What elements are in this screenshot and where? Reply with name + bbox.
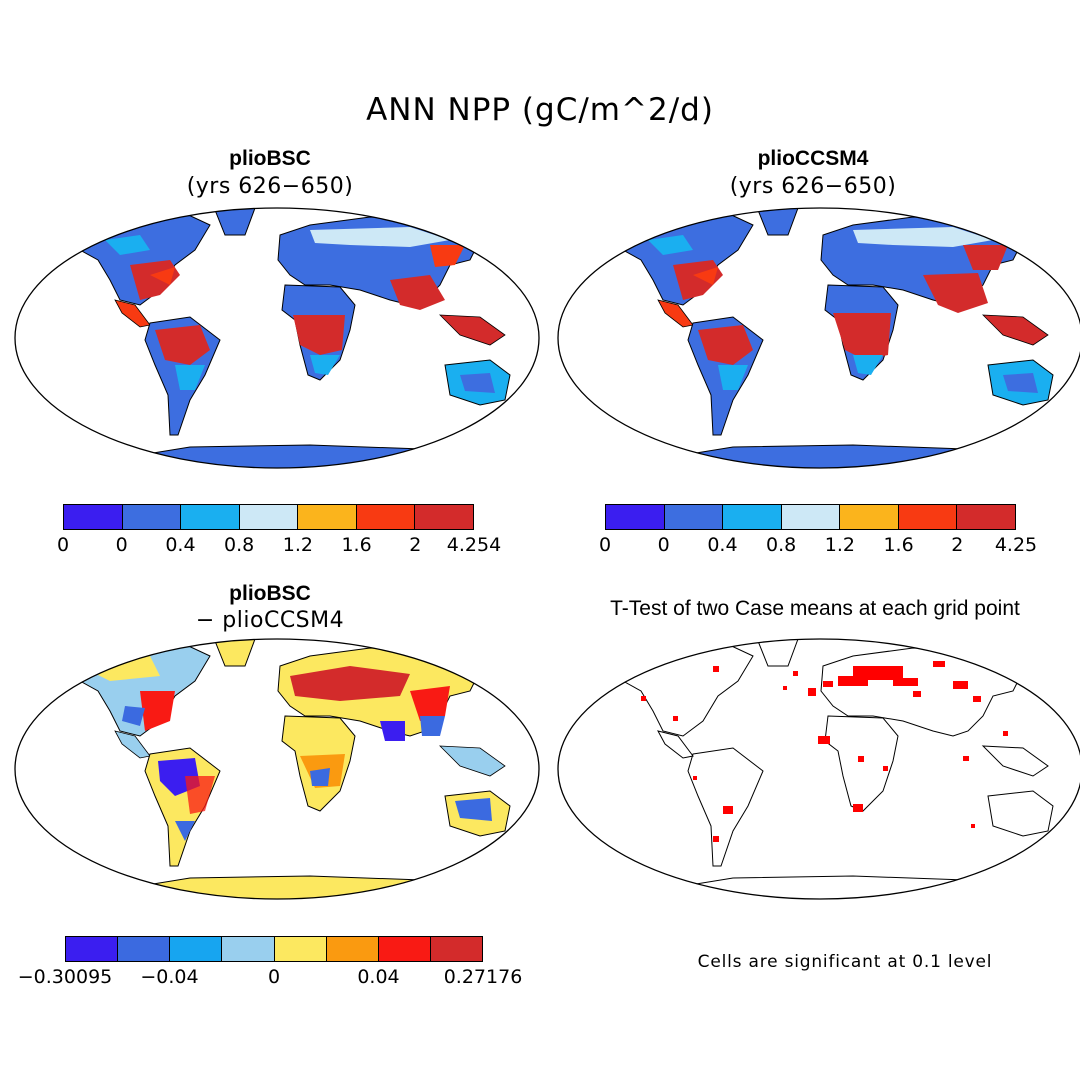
colorbar-swatch (898, 505, 958, 529)
colorbar-swatch (415, 505, 474, 529)
colorbar-swatch (222, 937, 275, 961)
map-ttest (557, 638, 1080, 900)
colorbar-swatch (181, 505, 240, 529)
colorbar-swatch (840, 505, 899, 529)
colorbar-tick-label: −0.04 (140, 966, 199, 988)
colorbar-tick-label: 4.254 (446, 534, 502, 556)
colorbar-tick-label: 4.25 (994, 534, 1038, 556)
figure-title: ANN NPP (gC/m^2/d) (366, 92, 714, 128)
panel-title-ttest: T-Test of two Case means at each grid po… (610, 597, 1020, 620)
colorbar-swatch (664, 505, 724, 529)
colorbar-swatch (781, 505, 841, 529)
colorbar-tick-label: 0.27176 (443, 966, 523, 988)
colorbar-swatch (723, 505, 782, 529)
colorbar-tick-label: 1.6 (883, 534, 914, 556)
panel-subtitle-difference: − plioCCSM4 (195, 608, 345, 633)
significance-dots (641, 661, 1008, 842)
colorbar-swatch (378, 937, 431, 961)
colorbar-tick-label: 0.4 (165, 534, 196, 556)
colorbar-tick-label: 0 (267, 966, 281, 988)
map-difference (14, 638, 540, 900)
colorbar-tick-label: 0.04 (357, 966, 400, 988)
colorbar-pliocssm4 (605, 504, 1016, 530)
colorbar-swatch (64, 505, 123, 529)
colorbar-tick-label: 2 (409, 534, 422, 556)
colorbar-tick-label: 2 (951, 534, 964, 556)
colorbar-swatch (122, 505, 182, 529)
colorbar-tick-label: 0.4 (707, 534, 738, 556)
colorbar-tick-label: 1.2 (282, 534, 313, 556)
colorbar-pliobsc (63, 504, 474, 530)
colorbar-swatch (430, 937, 482, 961)
panel-title-pliocssm4: plioCCSM4 (757, 147, 869, 170)
colorbar-swatch (356, 505, 416, 529)
map-pliocssm4 (557, 207, 1080, 469)
panel-subtitle-years-right: (yrs 626−650) (729, 174, 897, 199)
colorbar-tick-label: 0 (56, 534, 70, 556)
colorbar-tick-label: 0 (657, 534, 670, 556)
colorbar-swatch (298, 505, 357, 529)
colorbar-tick-label: 1.2 (824, 534, 855, 556)
colorbar-tick-label: −0.30095 (17, 966, 113, 988)
colorbar-tick-label: 0.8 (766, 534, 797, 556)
colorbar-swatch (274, 937, 327, 961)
colorbar-swatch (957, 505, 1016, 529)
panel-title-pliobsc: plioBSC (229, 147, 311, 170)
colorbar-swatch (326, 937, 379, 961)
colorbar-tick-label: 0 (115, 534, 128, 556)
colorbar-swatch (118, 937, 171, 961)
colorbar-tick-label: 0 (598, 534, 612, 556)
colorbar-tick-label: 1.6 (341, 534, 372, 556)
colorbar-swatch (606, 505, 665, 529)
colorbar-difference (65, 936, 483, 962)
panel-title-difference: plioBSC (229, 582, 311, 605)
panel-subtitle-years-left: (yrs 626−650) (186, 174, 354, 199)
colorbar-swatch (66, 937, 119, 961)
colorbar-swatch (170, 937, 223, 961)
colorbar-swatch (239, 505, 299, 529)
map-pliobsc (14, 207, 540, 469)
colorbar-tick-label: 0.8 (224, 534, 255, 556)
significance-footnote: Cells are significant at 0.1 level (697, 952, 993, 972)
